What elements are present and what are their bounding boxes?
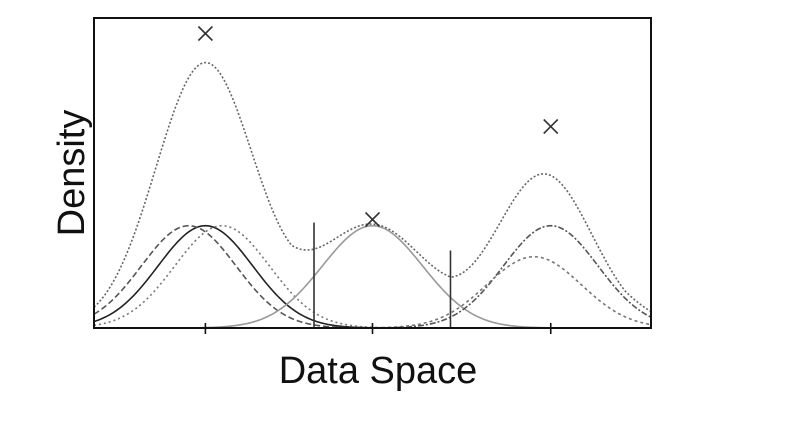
y-axis-label: Density: [51, 110, 93, 237]
mode-marker-1: [197, 25, 213, 42]
x-axis-label: Data Space: [279, 350, 478, 392]
component-curve-1: [93, 224, 651, 329]
mode-marker-2: [364, 211, 381, 228]
boundary-lines: [313, 222, 452, 328]
density-curves: [93, 61, 652, 329]
mode-marker-3: [543, 118, 559, 135]
component-curve-6: [94, 255, 652, 329]
plot-frame: [93, 17, 652, 329]
x-axis-ticks: [204, 323, 552, 334]
mixture-curve: [93, 61, 652, 313]
mode-markers: [197, 25, 559, 228]
